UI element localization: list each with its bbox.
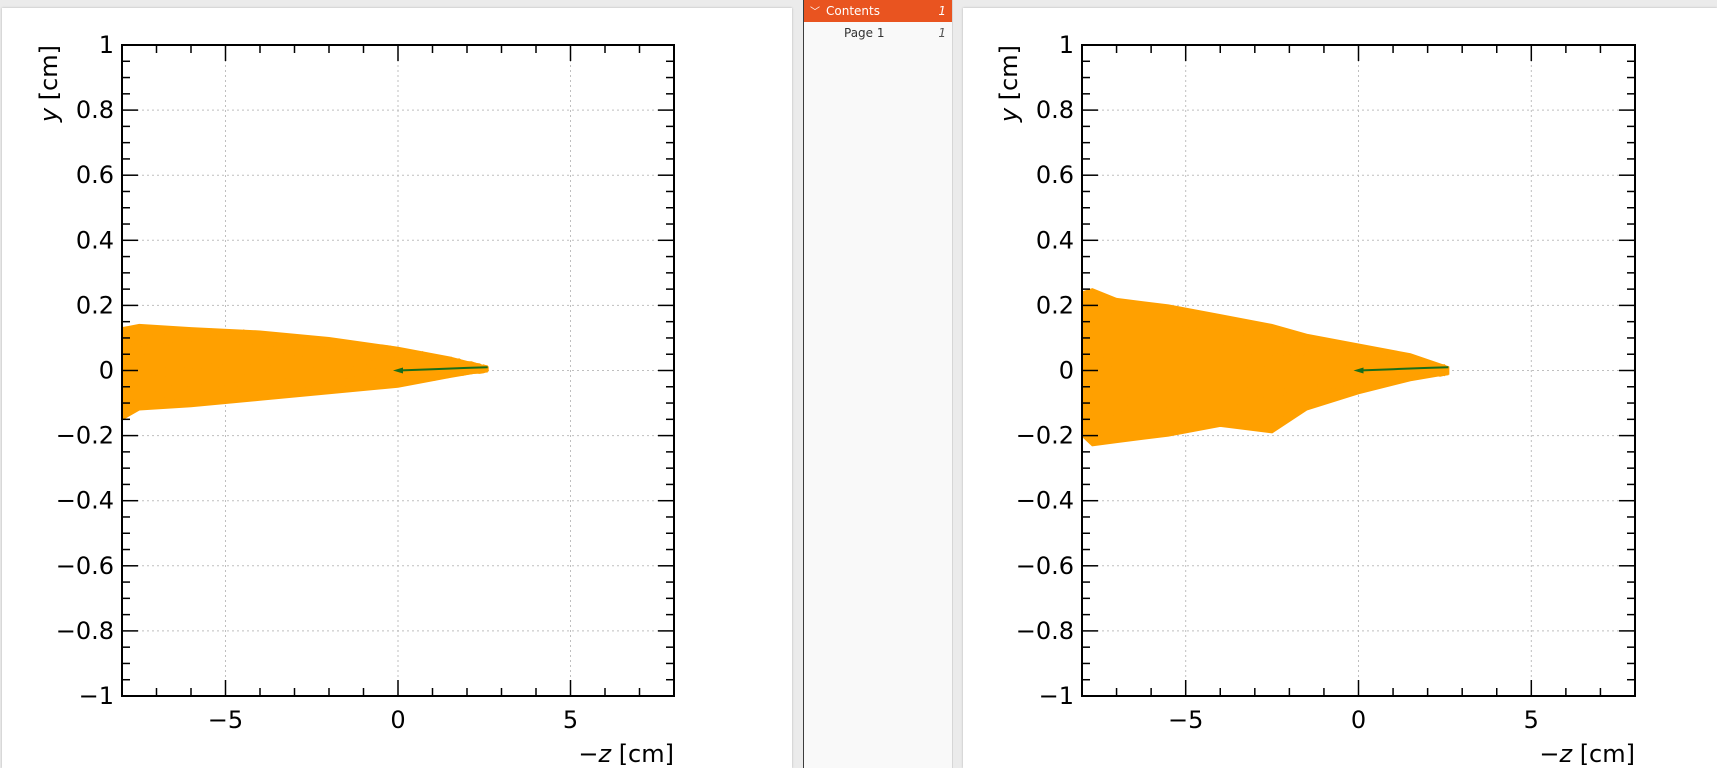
- y-tick-label: 0.4: [1036, 226, 1074, 254]
- document-page-right: −1 −0.8 −0.6 −0.4 −0.2 0 0.2 0.4 0.6 0.8 1 −5 0 5 −z […: [963, 8, 1717, 768]
- y-tick-label: 0: [99, 357, 114, 385]
- secondary-track: [1082, 371, 1449, 423]
- secondary-track: [1082, 311, 1449, 371]
- x-tick-label: −5: [208, 706, 243, 734]
- y-axis-title: y [cm]: [995, 45, 1023, 123]
- document-page-left: −1 −0.8 −0.6 −0.4 −0.2 0 0.2 0.4 0.6 0.8 1 −5 0 5 −z […: [2, 8, 792, 768]
- y-tick-label: −0.2: [1016, 422, 1074, 450]
- secondary-track: [1082, 371, 1449, 435]
- x-tick-label: 5: [1524, 706, 1539, 734]
- toc-item-page-number: 1: [938, 4, 946, 18]
- y-axis-title: y [cm]: [35, 45, 63, 123]
- secondary-tracks: [122, 323, 489, 421]
- toc-item-label: Page 1: [844, 26, 885, 40]
- y-tick-label: 0.8: [76, 96, 114, 124]
- primary-track: [397, 366, 488, 372]
- y-tick-label: 0.2: [1036, 291, 1074, 319]
- plot-right: −1 −0.8 −0.6 −0.4 −0.2 0 0.2 0.4 0.6 0.8 1 −5 0 5−z […: [995, 31, 1636, 768]
- y-tick-label: 0.4: [76, 226, 114, 254]
- x-tick-label: 0: [390, 706, 405, 734]
- x-axis-title: −z [cm]: [578, 740, 674, 768]
- toc-item-page-1[interactable]: Page 1 1: [804, 22, 952, 44]
- x-tick-label: −5: [1168, 706, 1203, 734]
- secondary-track: [122, 342, 489, 370]
- secondary-track: [1082, 365, 1449, 385]
- plot-left: −1 −0.8 −0.6 −0.4 −0.2 0 0.2 0.4 0.6 0.8 1 −5 0 5−z […: [35, 31, 675, 768]
- secondary-track: [1082, 323, 1449, 371]
- secondary-track: [122, 366, 489, 384]
- y-tick-label: 0.6: [76, 161, 114, 189]
- y-tick-label: −0.2: [56, 422, 114, 450]
- y-tick-label: 0.6: [1036, 161, 1074, 189]
- secondary-track: [122, 368, 488, 409]
- toc-item-contents[interactable]: ﹀ Contents 1: [804, 0, 952, 22]
- contents-sidebar: ﹀ Contents 1 Page 1 1: [803, 0, 953, 768]
- y-tick-label: −0.6: [56, 552, 114, 580]
- secondary-track: [122, 359, 488, 371]
- y-tick-label: 1: [1059, 31, 1074, 59]
- y-tick-label: −0.8: [56, 617, 114, 645]
- y-tick-label: −1: [1039, 682, 1074, 710]
- secondary-track: [122, 328, 488, 369]
- x-tick-label: 0: [1351, 706, 1366, 734]
- y-tick-label: −0.8: [1016, 617, 1074, 645]
- y-tick-label: −1: [79, 682, 114, 710]
- secondary-track: [1082, 368, 1449, 400]
- primary-vertex-marker: [1353, 367, 1364, 374]
- secondary-track: [1082, 357, 1449, 377]
- secondary-track: [122, 353, 489, 371]
- secondary-track: [1082, 351, 1449, 373]
- y-tick-label: −0.6: [1016, 552, 1074, 580]
- secondary-track: [122, 369, 489, 415]
- toc-item-label: Contents: [826, 4, 880, 18]
- secondary-track: [1082, 373, 1449, 438]
- y-tick-label: 0: [1059, 357, 1074, 385]
- secondary-track: [122, 339, 488, 370]
- y-tick-label: −0.4: [56, 487, 114, 515]
- secondary-track: [1082, 299, 1449, 370]
- secondary-track: [122, 368, 488, 397]
- primary-track: [1358, 366, 1449, 372]
- secondary-track: [1082, 368, 1449, 394]
- x-axis-title: −z [cm]: [1539, 740, 1635, 768]
- y-tick-label: −0.4: [1016, 487, 1074, 515]
- y-tick-label: 1: [99, 31, 114, 59]
- toc-item-page-number: 1: [938, 26, 946, 40]
- secondary-track: [122, 367, 489, 398]
- x-tick-label: 5: [563, 706, 578, 734]
- chevron-down-icon: ﹀: [810, 7, 820, 18]
- y-tick-label: 0.2: [76, 291, 114, 319]
- secondary-tracks: [1082, 288, 1450, 447]
- primary-vertex-marker: [393, 367, 403, 374]
- y-tick-label: 0.8: [1036, 96, 1074, 124]
